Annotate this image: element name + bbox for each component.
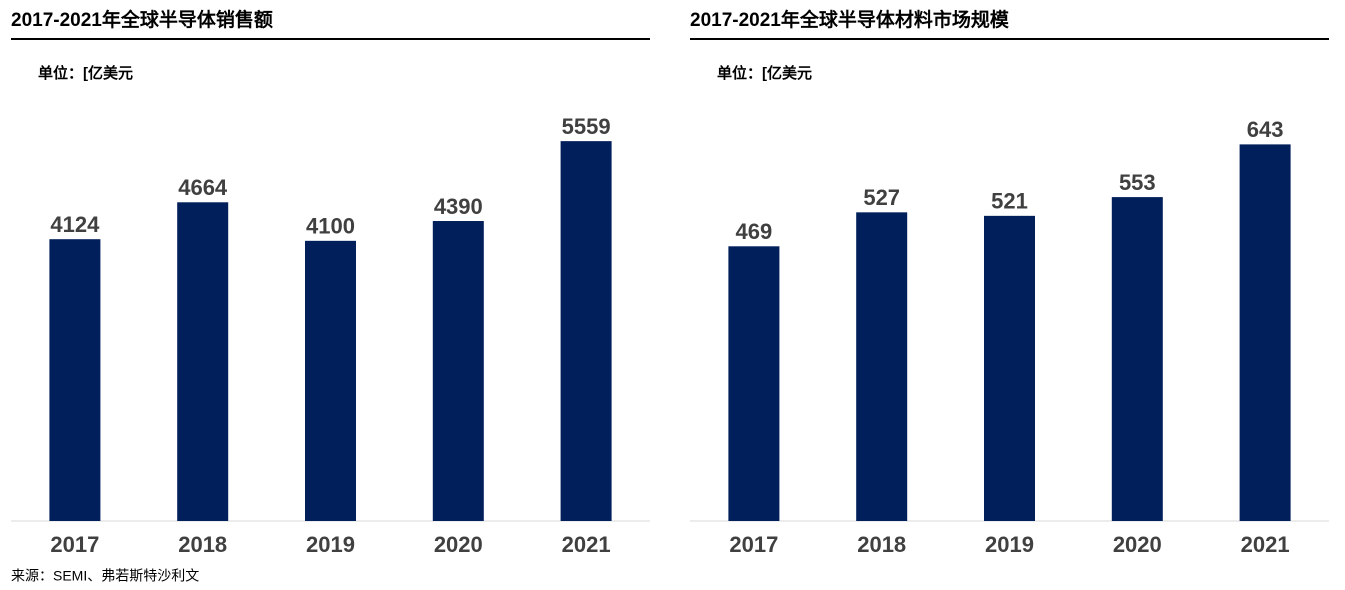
value-label: 5559 [562,114,611,139]
chart-title: 2017-2021年全球半导体材料市场规模 [690,8,1010,31]
x-tick-label: 2021 [562,532,611,557]
value-label: 4664 [178,175,228,200]
value-label: 4124 [50,212,100,237]
x-tick-label: 2019 [985,532,1034,557]
value-label: 527 [863,185,900,210]
x-tick-label: 2020 [1113,532,1162,557]
bar [49,239,101,521]
bar [432,221,484,521]
bar [984,215,1035,522]
value-label: 469 [736,219,773,244]
x-tick-label: 2017 [729,532,778,557]
value-label: 521 [991,189,1028,214]
chart-title: 2017-2021年全球半导体销售额 [11,8,273,31]
bar [728,246,780,522]
bar [1111,197,1163,521]
bar [560,141,612,521]
source-note: 来源：SEMI、弗若斯特沙利文 [11,568,199,584]
unit-label: 单位：[亿美元 [717,64,812,82]
x-tick-label: 2021 [1241,532,1290,557]
x-tick-label: 2018 [178,532,227,557]
x-tick-label: 2018 [857,532,906,557]
bar [305,240,356,522]
bar [1239,144,1291,521]
bar [856,212,908,522]
value-label: 553 [1119,170,1156,195]
value-label: 4390 [434,194,483,219]
value-label: 4100 [306,214,355,239]
bar [177,202,229,521]
x-tick-label: 2020 [434,532,483,557]
value-label: 643 [1247,117,1284,142]
x-tick-label: 2017 [50,532,99,557]
x-tick-label: 2019 [306,532,355,557]
unit-label: 单位：[亿美元 [38,64,133,82]
